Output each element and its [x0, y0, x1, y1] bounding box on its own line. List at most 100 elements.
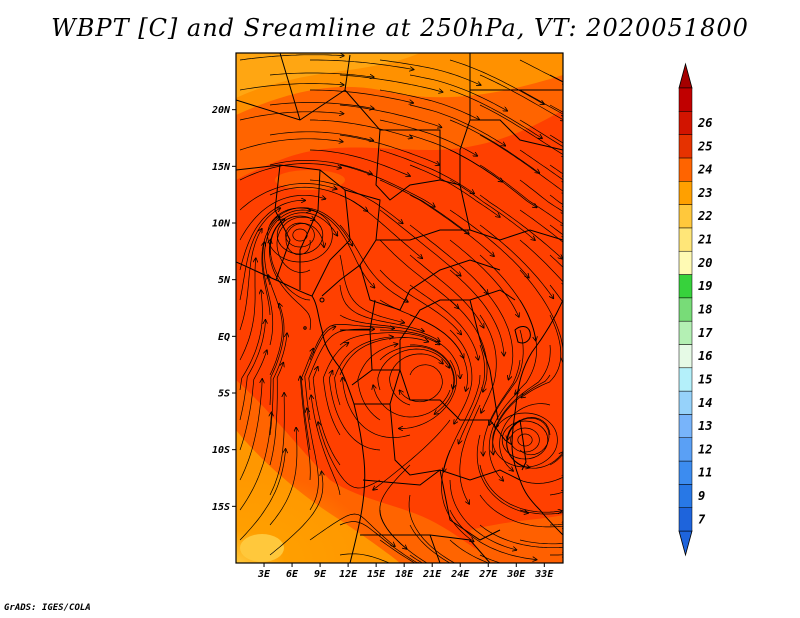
colorbar-segment: [678, 320, 693, 345]
colorbar-label: 15: [698, 372, 712, 386]
colorbar-label: 25: [697, 139, 712, 153]
lat-tick-label: 5N: [218, 275, 231, 286]
colorbar-label: 18: [698, 303, 712, 317]
colorbar-segment: [678, 181, 693, 205]
streamline: [409, 164, 500, 217]
streamline: [519, 119, 563, 149]
map-frame: [235, 52, 564, 564]
streamline: [339, 521, 419, 563]
vortex-streamline: [267, 207, 333, 263]
streamline: [449, 479, 516, 550]
lat-tick-label: 5S: [218, 389, 230, 400]
streamline: [239, 320, 265, 421]
lat-tick-label: EQ: [218, 332, 230, 343]
colorbar-label: 14: [698, 396, 712, 410]
streamline: [479, 524, 563, 548]
streamline: [449, 329, 473, 424]
colorbar-label: 20: [697, 256, 712, 270]
colorbar-label: 24: [697, 163, 712, 177]
streamline: [239, 55, 344, 61]
colorbar-segment: [678, 484, 693, 508]
streamline: [519, 179, 563, 213]
streamline: [269, 333, 287, 436]
streamline: [449, 149, 537, 207]
streamline: [479, 164, 563, 225]
streamline: [449, 539, 490, 563]
streamline: [476, 434, 528, 513]
streamline: [239, 290, 262, 391]
streamline: [311, 396, 341, 496]
streamline: [239, 200, 305, 271]
streamline: [309, 149, 410, 176]
streamline: [519, 539, 563, 545]
streamline: [379, 59, 481, 85]
streamline: [309, 209, 374, 288]
streamline: [343, 378, 411, 438]
streamline: [549, 74, 563, 82]
streamline: [239, 163, 341, 181]
streamline: [549, 491, 563, 496]
streamline: [339, 254, 404, 323]
vortex-streamline: [501, 420, 549, 460]
streamline: [339, 74, 442, 92]
streamline: [409, 224, 488, 294]
streamline: [489, 329, 524, 425]
streamline: [506, 417, 551, 467]
streamline: [479, 464, 562, 512]
lat-tick-label: 10S: [212, 445, 230, 456]
streamlines: [239, 55, 563, 563]
lon-tick-label: 24E: [450, 569, 470, 580]
streamline: [549, 254, 563, 272]
streamline: [379, 345, 454, 388]
streamline: [449, 239, 519, 317]
streamline: [449, 209, 529, 278]
streamline: [322, 343, 348, 436]
colorbar-segment: [678, 134, 693, 159]
colorbar-segment: [678, 460, 693, 485]
streamline: [483, 359, 521, 455]
lon-tick-label: 27E: [478, 569, 498, 580]
streamline: [261, 217, 280, 316]
streamline: [269, 131, 373, 141]
streamline: [449, 119, 539, 173]
streamline: [459, 404, 481, 504]
colorbar-segment: [678, 157, 693, 182]
colorbar-segment: [678, 367, 693, 392]
streamline: [379, 329, 460, 378]
streamline: [549, 134, 563, 145]
colorbar-label: 13: [698, 419, 712, 433]
streamline: [441, 449, 474, 541]
streamline: [449, 59, 544, 104]
streamline: [373, 419, 451, 490]
streamline: [264, 210, 311, 286]
streamline: [449, 269, 504, 356]
streamline: [239, 138, 343, 151]
streamline: [269, 240, 312, 331]
streamline: [269, 428, 297, 526]
streamline: [459, 344, 485, 443]
streamline: [309, 324, 394, 361]
colorbar-segment: [678, 87, 693, 112]
streamline: [239, 112, 343, 121]
streamline: [519, 239, 563, 285]
streamline: [329, 371, 381, 451]
colorbar-bottom-arrow: [678, 530, 693, 557]
streamline: [239, 413, 272, 511]
streamline: [239, 379, 262, 481]
lon-tick-label: 21E: [422, 569, 442, 580]
colorbar-label: 9: [698, 489, 705, 503]
wbpt-shaded-field: [236, 53, 563, 563]
streamline: [409, 524, 457, 563]
lat-tick-label: 20N: [211, 105, 231, 116]
longitude-axis: 3E 6E 9E 12E 15E 18E 21E 24E 27E 30E 33E: [257, 563, 554, 580]
streamline: [269, 212, 338, 256]
streamline: [479, 74, 563, 120]
streamline: [479, 224, 553, 298]
vortex-streamline: [285, 222, 315, 248]
lon-tick-label: 3E: [257, 569, 271, 580]
colorbar-label: 7: [698, 512, 706, 526]
colorbar-label: 23: [697, 186, 712, 200]
map-plot-area: [235, 52, 564, 564]
streamline: [479, 194, 562, 259]
latitude-axis: 20N 15N 10N 5N EQ 5S 10S 15S: [211, 105, 236, 513]
